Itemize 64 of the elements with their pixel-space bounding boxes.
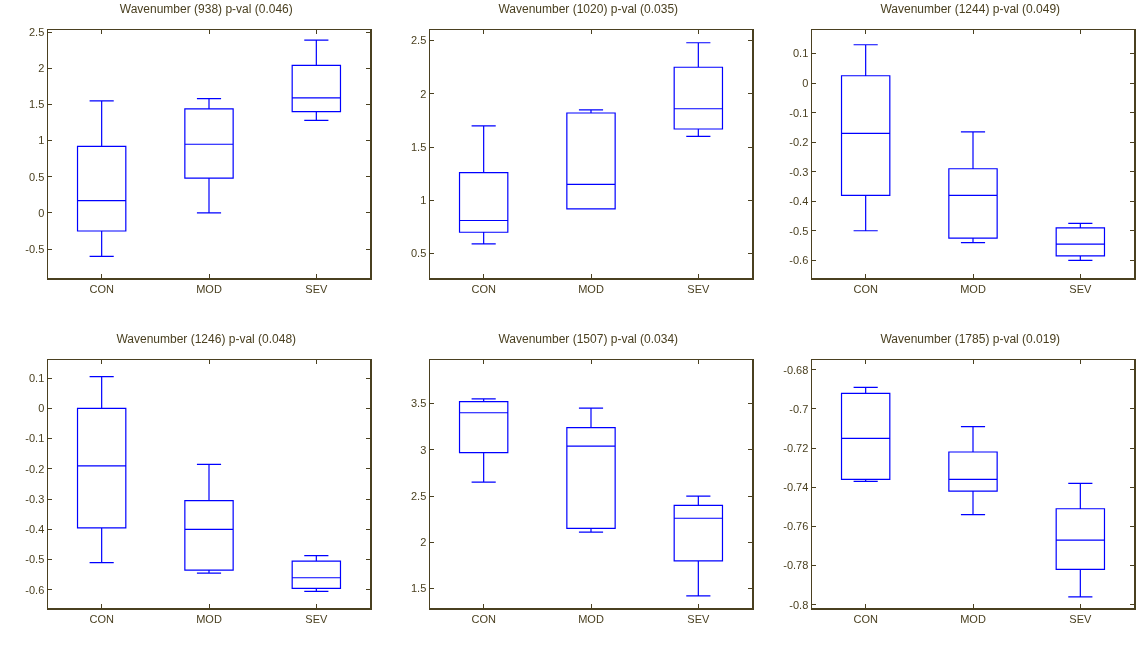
y-tick-label: -0.8: [789, 598, 809, 611]
chart-title: Wavenumber (1785) p-val (0.019): [880, 332, 1061, 347]
chart-title: Wavenumber (1507) p-val (0.034): [498, 332, 679, 347]
x-tick-label: MOD: [196, 612, 222, 625]
y-tick-label: -0.1: [25, 432, 45, 445]
y-tick-label: 0: [38, 206, 45, 219]
x-tick-label: CON: [853, 612, 878, 625]
x-tick-label: CON: [853, 282, 878, 295]
x-tick-label: MOD: [196, 282, 222, 295]
y-tick-label: 3: [420, 443, 427, 456]
y-tick-label: 1: [38, 134, 45, 147]
x-tick-label: CON: [89, 282, 114, 295]
x-tick-label: CON: [471, 282, 496, 295]
y-tick-label: 0: [38, 402, 45, 415]
y-tick-label: 1: [420, 194, 427, 207]
x-tick-label: SEV: [1069, 612, 1092, 625]
y-tick-label: 2: [420, 87, 427, 100]
y-tick-label: 2.5: [411, 34, 427, 47]
x-tick-label: MOD: [960, 282, 986, 295]
y-tick-label: 2.5: [29, 26, 45, 39]
y-tick-label: -0.78: [783, 559, 809, 572]
y-tick-label: 1.5: [29, 98, 45, 111]
x-tick-label: SEV: [305, 282, 328, 295]
x-tick-label: SEV: [1069, 282, 1092, 295]
y-tick-label: -0.6: [25, 583, 45, 596]
y-tick-label: -0.1: [789, 106, 809, 119]
y-tick-label: -0.76: [783, 520, 809, 533]
y-tick-label: 1.5: [411, 140, 427, 153]
chart-title: Wavenumber (938) p-val (0.046): [119, 2, 293, 17]
y-tick-label: 0.5: [411, 247, 427, 260]
x-tick-label: SEV: [687, 612, 710, 625]
y-tick-label: 2: [38, 62, 45, 75]
y-tick-label: 1.5: [411, 582, 427, 595]
y-tick-label: -0.72: [783, 441, 809, 454]
y-tick-label: -0.3: [25, 492, 45, 505]
y-tick-label: -0.5: [25, 553, 45, 566]
y-tick-label: -0.2: [789, 136, 809, 149]
y-tick-label: 0: [802, 76, 809, 89]
y-tick-label: 0.1: [793, 47, 809, 60]
x-tick-label: MOD: [960, 612, 986, 625]
x-tick-label: MOD: [578, 282, 604, 295]
x-tick-label: MOD: [578, 612, 604, 625]
y-tick-label: 3.5: [411, 397, 427, 410]
chart-title: Wavenumber (1246) p-val (0.048): [116, 332, 297, 347]
y-tick-label: -0.6: [789, 254, 809, 267]
y-tick-label: -0.2: [25, 462, 45, 475]
y-tick-label: 0.1: [29, 372, 45, 384]
y-tick-label: -0.68: [783, 363, 809, 376]
y-tick-label: -0.74: [783, 481, 809, 494]
y-tick-label: -0.5: [789, 224, 809, 237]
y-tick-label: -0.4: [25, 523, 45, 536]
x-tick-label: CON: [471, 612, 496, 625]
x-tick-label: CON: [89, 612, 114, 625]
y-tick-label: 2.5: [411, 489, 427, 502]
y-tick-label: 2: [420, 536, 427, 549]
y-tick-label: -0.4: [789, 195, 809, 208]
y-tick-label: -0.7: [789, 402, 809, 415]
x-tick-label: SEV: [305, 612, 328, 625]
y-tick-label: 0.5: [29, 170, 45, 183]
y-tick-label: -0.5: [25, 242, 45, 255]
chart-title: Wavenumber (1244) p-val (0.049): [880, 2, 1061, 17]
x-tick-label: SEV: [687, 282, 710, 295]
chart-title: Wavenumber (1020) p-val (0.035): [498, 2, 679, 17]
y-tick-label: -0.3: [789, 165, 809, 178]
